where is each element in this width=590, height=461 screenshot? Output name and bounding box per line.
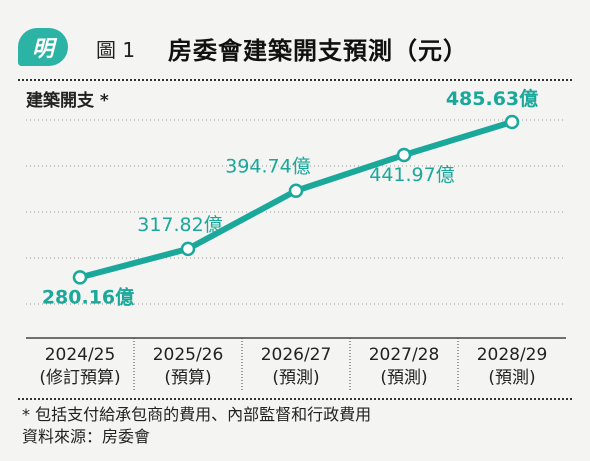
x-tick-sublabel: (預測) bbox=[272, 368, 319, 388]
data-point bbox=[396, 147, 412, 163]
x-tick-label: 2026/27 bbox=[261, 345, 332, 365]
data-label: 280.16億 bbox=[42, 285, 134, 308]
x-tick-label: 2028/29 bbox=[477, 345, 548, 365]
x-tick-sublabel: (修訂預算) bbox=[39, 368, 120, 388]
x-tick-label: 2024/25 bbox=[45, 345, 116, 365]
data-label: 394.74億 bbox=[225, 156, 310, 178]
series-line bbox=[77, 118, 515, 281]
data-point bbox=[504, 114, 520, 130]
footnote-text: * 包括支付給承包商的費用、內部監督和行政費用 bbox=[22, 405, 372, 424]
chart-header: 明 圖 1 房委會建築開支預測（元） bbox=[0, 0, 590, 72]
top-divider bbox=[18, 79, 572, 81]
x-tick-sublabel: (預測) bbox=[380, 368, 427, 388]
x-tick-sublabel: (預算) bbox=[164, 368, 211, 388]
logo-badge: 明 bbox=[18, 28, 68, 66]
data-point bbox=[72, 270, 88, 285]
y-axis-label: 建築開支 * bbox=[26, 91, 109, 111]
x-tick-label: 2025/26 bbox=[153, 345, 224, 365]
data-point bbox=[288, 183, 304, 198]
x-tick-label: 2027/28 bbox=[369, 345, 440, 365]
x-tick-sublabel: (預測) bbox=[488, 368, 535, 388]
data-point bbox=[180, 241, 196, 257]
source-text: 資料來源：房委會 bbox=[22, 427, 151, 446]
data-label: 317.82億 bbox=[137, 214, 222, 236]
data-label: 485.63億 bbox=[446, 87, 538, 110]
figure-label: 圖 1 bbox=[96, 38, 136, 62]
footnote: * 包括支付給承包商的費用、內部監督和行政費用 資料來源：房委會 bbox=[22, 404, 371, 448]
data-label: 441.97億 bbox=[369, 164, 454, 186]
chart-title: 房委會建築開支預測（元） bbox=[168, 37, 468, 65]
footer-divider bbox=[18, 398, 572, 400]
